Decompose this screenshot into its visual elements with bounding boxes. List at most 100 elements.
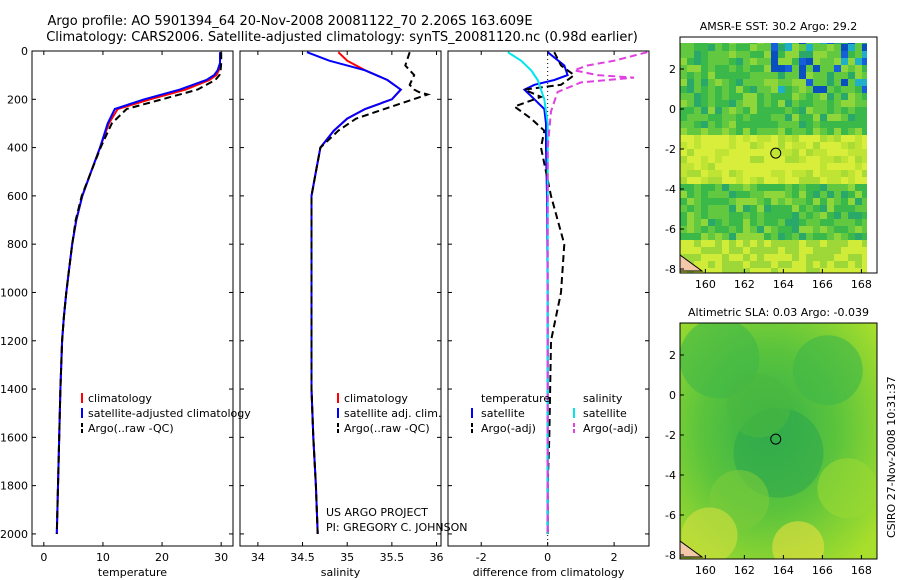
sst-cell	[841, 93, 848, 100]
sst-cell	[820, 100, 827, 107]
sst-cell	[680, 198, 687, 205]
sst-cell	[834, 156, 841, 163]
salinity-series-1	[306, 51, 403, 534]
sst-cell	[799, 156, 806, 163]
sst-cell	[820, 240, 827, 247]
sst-cell	[687, 79, 694, 86]
sst-cell	[715, 121, 722, 128]
sst-cell	[792, 170, 799, 177]
sst-cell	[862, 128, 869, 135]
sst-cell	[687, 156, 694, 163]
sst-cell	[855, 51, 862, 58]
sst-cell	[820, 51, 827, 58]
sst-cell	[743, 65, 750, 72]
sst-cell	[687, 163, 694, 170]
sst-cell	[715, 65, 722, 72]
sst-cell	[722, 114, 729, 121]
sst-cell	[708, 163, 715, 170]
sst-cell	[820, 156, 827, 163]
sst-cell	[806, 149, 813, 156]
sst-cell	[792, 128, 799, 135]
sst-cell	[764, 177, 771, 184]
sst-cell	[715, 226, 722, 233]
sst-cell	[701, 156, 708, 163]
sst-cell	[743, 128, 750, 135]
temperature-series-1	[55, 52, 221, 534]
sst-cell	[855, 205, 862, 212]
sst-cell	[792, 51, 799, 58]
sst-cell	[715, 128, 722, 135]
salinity-xtick-label: 35	[340, 551, 354, 564]
sst-cell	[855, 128, 862, 135]
sst-cell	[736, 170, 743, 177]
sst-cell	[757, 51, 764, 58]
sst-cell	[722, 191, 729, 198]
sst-cell	[799, 58, 806, 65]
sst-cell	[848, 233, 855, 240]
sst-cell	[799, 261, 806, 268]
sst-cell	[694, 93, 701, 100]
sst-cell	[715, 149, 722, 156]
altimetric-sla-ytick-label: 2	[669, 349, 676, 362]
sst-cell	[841, 268, 848, 273]
sst-cell	[694, 44, 701, 51]
sst-cell	[841, 121, 848, 128]
sst-cell	[834, 233, 841, 240]
sst-cell	[792, 156, 799, 163]
sst-cell	[701, 184, 708, 191]
sst-cell	[827, 114, 834, 121]
sst-cell	[750, 135, 757, 142]
sst-cell	[778, 254, 785, 261]
sst-cell	[736, 205, 743, 212]
sst-cell	[687, 44, 694, 51]
sst-cell	[708, 51, 715, 58]
amsre-sst-xtick-label: 164	[773, 278, 794, 291]
sst-cell	[680, 107, 687, 114]
sst-cell	[862, 247, 869, 254]
sst-cell	[750, 86, 757, 93]
sst-cell	[729, 149, 736, 156]
sst-cell	[792, 233, 799, 240]
sst-cell	[736, 268, 743, 273]
sst-cell	[827, 72, 834, 79]
sst-cell	[771, 114, 778, 121]
sst-cell	[722, 128, 729, 135]
sst-cell	[701, 114, 708, 121]
sst-cell	[757, 184, 764, 191]
sst-cell	[708, 177, 715, 184]
sst-cell	[694, 198, 701, 205]
sst-cell	[785, 44, 792, 51]
difference-legend-label: Argo(-adj)	[583, 422, 638, 435]
sst-cell	[743, 72, 750, 79]
sst-cell	[715, 191, 722, 198]
sst-cell	[687, 184, 694, 191]
sst-cell	[792, 121, 799, 128]
sst-cell	[841, 226, 848, 233]
sst-cell	[743, 205, 750, 212]
sst-cell	[680, 240, 687, 247]
sst-cell	[701, 191, 708, 198]
sst-cell	[729, 233, 736, 240]
sst-cell	[834, 170, 841, 177]
sst-cell	[799, 191, 806, 198]
sst-cell	[694, 79, 701, 86]
sst-cell	[848, 44, 855, 51]
sst-cell	[799, 121, 806, 128]
sst-cell	[729, 128, 736, 135]
sst-cell	[848, 58, 855, 65]
sst-cell	[757, 254, 764, 261]
sst-cell	[729, 142, 736, 149]
sst-cell	[680, 58, 687, 65]
sst-cell	[834, 72, 841, 79]
sst-cell	[820, 233, 827, 240]
sst-cell	[687, 93, 694, 100]
sst-cell	[771, 93, 778, 100]
sst-cell	[743, 233, 750, 240]
sst-cell	[750, 261, 757, 268]
sst-cell	[862, 44, 869, 51]
sst-cell	[694, 170, 701, 177]
sst-cell	[764, 156, 771, 163]
sst-cell	[764, 79, 771, 86]
sst-cell	[848, 135, 855, 142]
sst-cell	[771, 247, 778, 254]
